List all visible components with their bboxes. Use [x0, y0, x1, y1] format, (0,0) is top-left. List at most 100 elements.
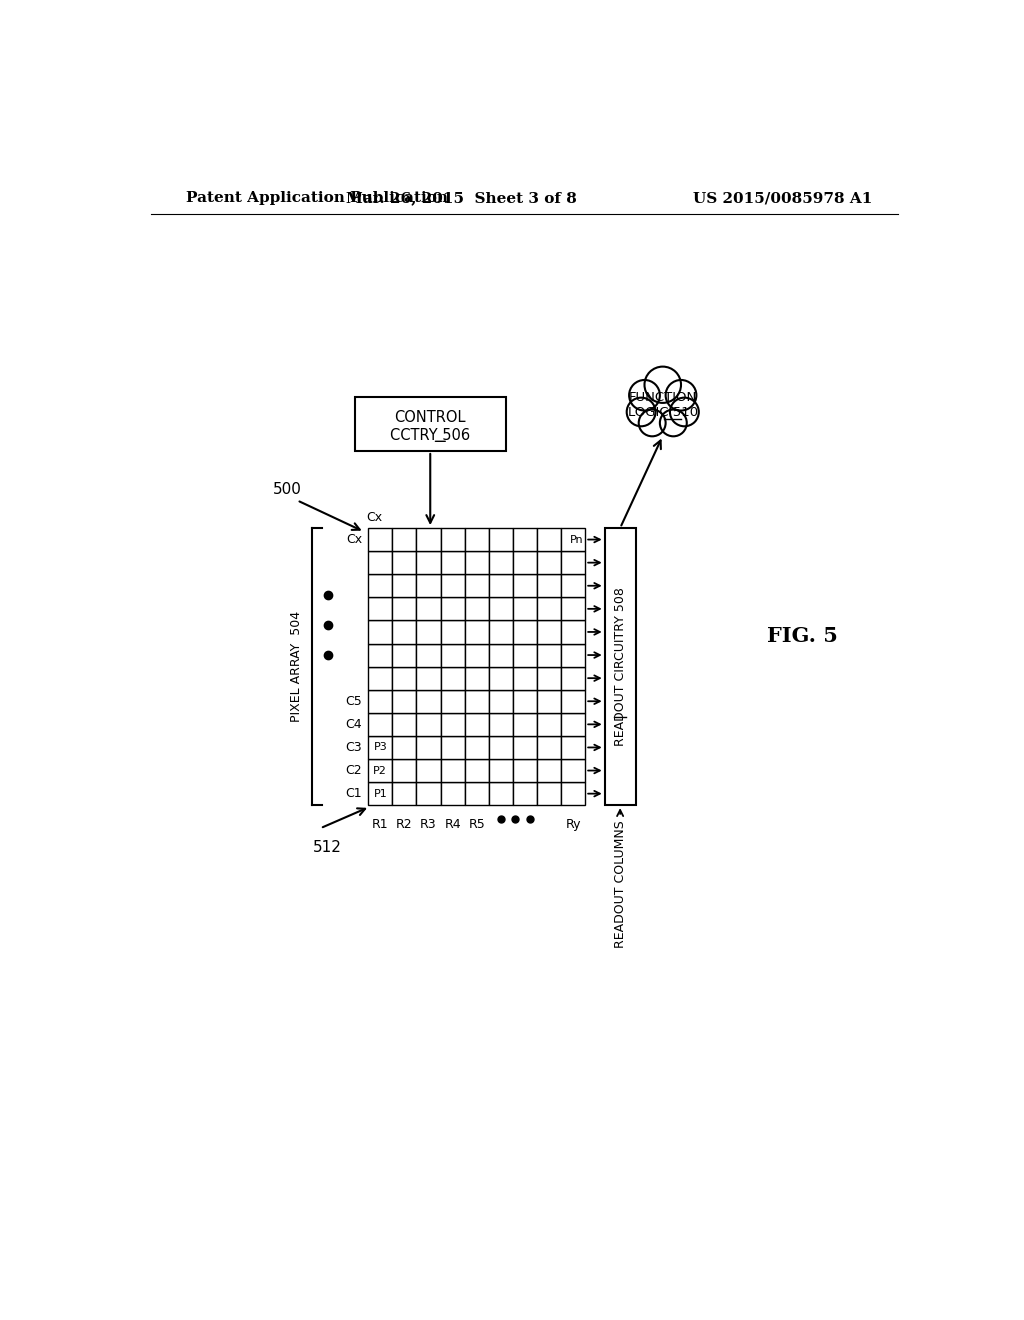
Text: C2: C2 [345, 764, 362, 777]
Circle shape [627, 397, 655, 426]
Bar [417, 644, 440, 667]
Bar [537, 574, 561, 598]
Bar [417, 759, 440, 781]
Bar [513, 759, 537, 781]
Text: P3: P3 [374, 742, 387, 752]
Bar [513, 644, 537, 667]
Text: P2: P2 [374, 766, 387, 776]
Text: Cx: Cx [346, 533, 362, 546]
Bar [465, 597, 488, 620]
Bar [488, 620, 513, 644]
Bar [465, 737, 488, 759]
Bar [513, 620, 537, 644]
Bar [465, 620, 488, 644]
Circle shape [639, 383, 687, 432]
Bar [465, 667, 488, 689]
Bar [369, 620, 392, 644]
Bar [392, 737, 417, 759]
Text: C4: C4 [345, 718, 362, 731]
Text: LOGIC 510: LOGIC 510 [628, 407, 697, 418]
Text: Patent Application Publication: Patent Application Publication [186, 191, 449, 206]
Bar [537, 737, 561, 759]
Text: 512: 512 [312, 840, 341, 855]
Bar [465, 552, 488, 574]
Bar [537, 667, 561, 689]
Bar [561, 781, 586, 805]
Bar [369, 737, 392, 759]
Text: Ry: Ry [565, 817, 581, 830]
Bar [561, 644, 586, 667]
Bar [465, 528, 488, 552]
Bar [537, 689, 561, 713]
Bar [465, 689, 488, 713]
Text: R4: R4 [444, 817, 461, 830]
Bar [440, 552, 465, 574]
Bar [417, 574, 440, 598]
Bar [488, 781, 513, 805]
Circle shape [644, 367, 681, 403]
Bar [369, 644, 392, 667]
Bar [488, 597, 513, 620]
Bar [513, 737, 537, 759]
Bar [513, 667, 537, 689]
Text: C5: C5 [345, 694, 362, 708]
Circle shape [666, 380, 696, 411]
Text: Mar. 26, 2015  Sheet 3 of 8: Mar. 26, 2015 Sheet 3 of 8 [346, 191, 577, 206]
Bar [488, 689, 513, 713]
Text: FUNCTION: FUNCTION [629, 391, 697, 404]
Bar [440, 713, 465, 737]
Bar [392, 574, 417, 598]
Bar [440, 667, 465, 689]
Bar [513, 528, 537, 552]
Text: US 2015/0085978 A1: US 2015/0085978 A1 [692, 191, 872, 206]
Circle shape [629, 380, 659, 411]
Bar [561, 552, 586, 574]
Text: Cx: Cx [367, 511, 383, 524]
Bar [465, 713, 488, 737]
Text: CCTRY 506: CCTRY 506 [390, 429, 470, 444]
Bar [513, 713, 537, 737]
Text: PIXEL ARRAY  504: PIXEL ARRAY 504 [290, 611, 303, 722]
Bar [417, 713, 440, 737]
Bar [537, 552, 561, 574]
Bar [369, 528, 392, 552]
Text: READOUT COLUMNS: READOUT COLUMNS [613, 821, 627, 948]
Text: READOUT CIRCUITRY 508: READOUT CIRCUITRY 508 [613, 587, 627, 746]
Bar [465, 781, 488, 805]
Bar [561, 737, 586, 759]
Bar [417, 781, 440, 805]
Text: R5: R5 [468, 817, 485, 830]
Bar [417, 667, 440, 689]
Bar [537, 713, 561, 737]
Bar [488, 552, 513, 574]
Bar [537, 597, 561, 620]
Bar [369, 713, 392, 737]
Bar [513, 574, 537, 598]
Bar [537, 644, 561, 667]
Text: R3: R3 [420, 817, 437, 830]
Bar [392, 552, 417, 574]
Bar [417, 737, 440, 759]
Text: FIG. 5: FIG. 5 [767, 626, 838, 645]
Bar [369, 689, 392, 713]
Bar [537, 528, 561, 552]
Bar [537, 759, 561, 781]
Bar [440, 574, 465, 598]
Bar [488, 528, 513, 552]
Bar [561, 667, 586, 689]
Text: C1: C1 [345, 787, 362, 800]
Bar [440, 689, 465, 713]
Bar [561, 759, 586, 781]
Bar [369, 597, 392, 620]
Bar [392, 713, 417, 737]
Bar [537, 620, 561, 644]
Bar [392, 597, 417, 620]
Bar [513, 781, 537, 805]
Bar [488, 644, 513, 667]
Bar [604, 528, 636, 805]
Bar [392, 689, 417, 713]
Bar [440, 597, 465, 620]
Bar [465, 574, 488, 598]
Text: P1: P1 [374, 788, 387, 799]
Bar [392, 759, 417, 781]
